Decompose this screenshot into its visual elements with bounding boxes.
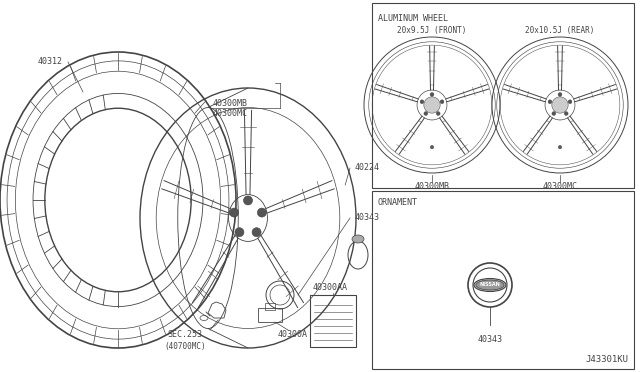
Bar bbox=[258, 308, 282, 322]
Text: 40300AA: 40300AA bbox=[313, 283, 348, 292]
Text: 40343: 40343 bbox=[477, 335, 502, 344]
Circle shape bbox=[430, 145, 434, 149]
Bar bbox=[265, 303, 275, 310]
Text: NISSAN: NISSAN bbox=[479, 282, 500, 288]
Circle shape bbox=[568, 100, 572, 104]
Text: 40312: 40312 bbox=[38, 58, 63, 67]
Circle shape bbox=[257, 208, 266, 217]
Ellipse shape bbox=[352, 235, 364, 243]
Text: J43301KU: J43301KU bbox=[585, 355, 628, 364]
Circle shape bbox=[252, 228, 261, 237]
Text: 20x9.5J (FRONT): 20x9.5J (FRONT) bbox=[397, 26, 467, 35]
Text: 40300MC: 40300MC bbox=[543, 182, 577, 191]
Text: SEC.253: SEC.253 bbox=[168, 330, 202, 339]
Circle shape bbox=[552, 112, 556, 115]
Text: 40300MC: 40300MC bbox=[213, 109, 248, 119]
Text: 20x10.5J (REAR): 20x10.5J (REAR) bbox=[525, 26, 595, 35]
Bar bbox=[310, 295, 356, 347]
Text: 40300A: 40300A bbox=[278, 330, 308, 339]
Circle shape bbox=[243, 196, 253, 205]
Circle shape bbox=[552, 97, 568, 113]
Text: 40343: 40343 bbox=[355, 214, 380, 222]
Circle shape bbox=[430, 93, 434, 96]
Text: 40224: 40224 bbox=[355, 164, 380, 173]
Text: ALUMINUM WHEEL: ALUMINUM WHEEL bbox=[378, 14, 448, 23]
Bar bbox=[372, 3, 634, 188]
Text: (40700MC): (40700MC) bbox=[164, 342, 206, 351]
Circle shape bbox=[424, 97, 440, 113]
Circle shape bbox=[558, 93, 562, 96]
Circle shape bbox=[440, 100, 444, 104]
Bar bbox=[372, 191, 634, 369]
Ellipse shape bbox=[476, 280, 504, 290]
Circle shape bbox=[564, 112, 568, 115]
Circle shape bbox=[235, 228, 244, 237]
Circle shape bbox=[548, 100, 552, 104]
Text: 40300MB: 40300MB bbox=[213, 99, 248, 108]
Text: ORNAMENT: ORNAMENT bbox=[378, 198, 418, 207]
Circle shape bbox=[558, 145, 562, 149]
Circle shape bbox=[230, 208, 239, 217]
Circle shape bbox=[420, 100, 424, 104]
Circle shape bbox=[436, 112, 440, 115]
Circle shape bbox=[424, 112, 428, 115]
Ellipse shape bbox=[474, 279, 506, 292]
Text: 40300MB: 40300MB bbox=[415, 182, 449, 191]
